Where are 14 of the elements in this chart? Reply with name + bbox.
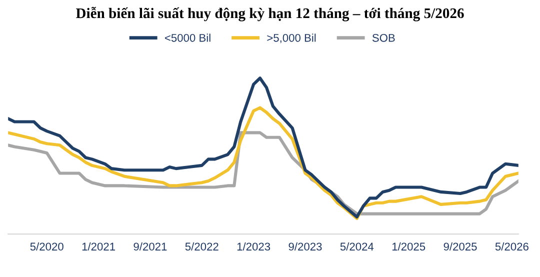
chart-title: Diễn biến lãi suất huy động kỳ hạn 12 tháng – tới tháng 5/2026 (76, 6, 464, 22)
x-tick-label: 5/2026 (495, 242, 528, 251)
x-tick-label: 1/2021 (82, 242, 115, 251)
x-tick-label: 1/2023 (237, 242, 270, 251)
x-tick-label: 9/2023 (288, 242, 322, 251)
legend-label: <5000 Bil (164, 34, 210, 42)
x-tick-label: 5/2024 (340, 242, 374, 251)
x-tick-label: 9/2021 (134, 242, 167, 251)
x-tick-label: 5/2022 (185, 242, 218, 251)
x-tick-label: 5/2020 (30, 242, 64, 251)
x-tick-label: 1/2025 (392, 242, 426, 251)
x-tick-label: 9/2025 (444, 242, 477, 251)
legend-label: SOB (372, 34, 395, 42)
legend-label: >5,000 Bil (267, 34, 316, 44)
